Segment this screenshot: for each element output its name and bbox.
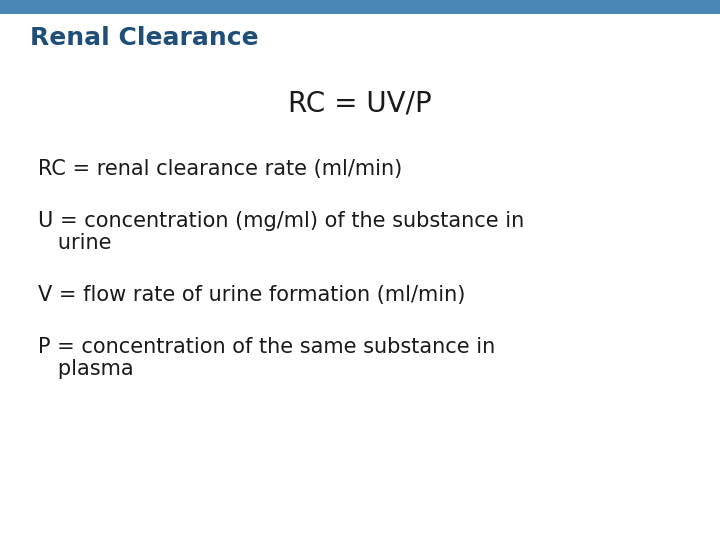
Text: urine: urine [38,233,112,253]
Text: RC = renal clearance rate (ml/min): RC = renal clearance rate (ml/min) [38,159,402,179]
Text: Renal Clearance: Renal Clearance [30,26,258,50]
Text: V = flow rate of urine formation (ml/min): V = flow rate of urine formation (ml/min… [38,285,465,305]
Text: P = concentration of the same substance in: P = concentration of the same substance … [38,337,495,357]
Text: U = concentration (mg/ml) of the substance in: U = concentration (mg/ml) of the substan… [38,211,524,231]
Bar [0,0,720,14]
Text: plasma: plasma [38,359,134,379]
Text: RC = UV/P: RC = UV/P [288,89,432,117]
